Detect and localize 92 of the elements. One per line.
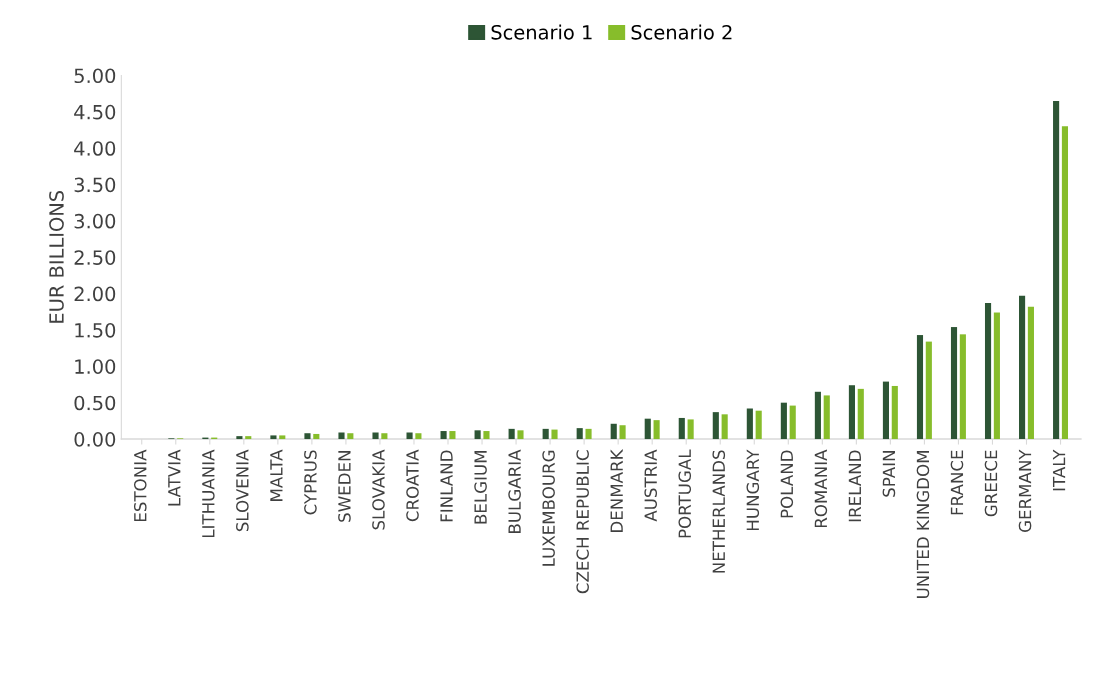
- x-tick-label: BULGARIA: [508, 449, 521, 533]
- bar: [483, 431, 490, 440]
- y-tick-label: 4.50: [74, 104, 116, 120]
- bar: [551, 429, 558, 440]
- y-tick-label: 2.00: [74, 286, 116, 302]
- x-tick-label: ROMANIA: [814, 449, 828, 528]
- bar: [585, 428, 592, 440]
- legend-label: Scenario 2: [631, 24, 732, 40]
- bar: [517, 430, 524, 440]
- bar: [916, 335, 924, 440]
- bar: [1019, 295, 1026, 440]
- bar: [1053, 100, 1060, 440]
- bar: [619, 425, 626, 440]
- x-tick-label: HUNGARY: [746, 449, 760, 531]
- bar: [848, 385, 855, 440]
- y-tick-label: 2.50: [74, 250, 116, 265]
- x-tick-label: IRELAND: [848, 450, 861, 522]
- bar: [882, 381, 890, 440]
- bar: [857, 388, 864, 440]
- x-tick-label: GERMANY: [1018, 449, 1032, 532]
- x-tick-label: UNITED KINGDOM: [916, 451, 930, 598]
- y-tick-label: 3.50: [74, 177, 116, 193]
- bar: [746, 408, 753, 440]
- x-tick-label: SPAIN: [882, 451, 896, 497]
- bar: [891, 385, 898, 440]
- bar: [780, 402, 787, 440]
- x-tick-label: ITALY: [1052, 449, 1066, 491]
- x-tick-label: CZECH REPUBLIC: [576, 450, 589, 594]
- x-tick-label: LATVIA: [168, 449, 181, 506]
- bar: [959, 334, 966, 440]
- bar: [415, 433, 422, 440]
- bar: [823, 395, 830, 440]
- bar: [313, 433, 320, 440]
- bar: [576, 428, 583, 440]
- y-tick-label: 1.00: [75, 359, 116, 374]
- x-tick-label: SWEDEN: [338, 451, 351, 522]
- bar: [814, 391, 821, 440]
- x-tick-label: LITHUANIA: [202, 449, 215, 538]
- y-tick-label: 4.00: [74, 141, 116, 156]
- x-tick-label: CYPRUS: [304, 450, 317, 515]
- bar: [610, 423, 617, 440]
- bar: [993, 312, 1000, 440]
- bar: [440, 431, 447, 440]
- bar: [644, 418, 651, 440]
- y-tick-label: 5.00: [74, 68, 116, 84]
- bar: [1027, 306, 1034, 440]
- x-tick-label: ESTONIA: [133, 449, 147, 522]
- x-tick-label: FINLAND: [440, 450, 453, 522]
- bar: [984, 303, 992, 440]
- bar: [347, 433, 354, 440]
- x-tick-label: NETHERLANDS: [712, 450, 726, 573]
- y-tick-label: 1.50: [75, 322, 116, 338]
- bar: [406, 432, 413, 440]
- x-tick-label: PORTUGAL: [678, 449, 692, 538]
- x-tick-label: BELGIUM: [474, 451, 487, 524]
- x-tick-label: GREECE: [984, 450, 998, 517]
- bar: [721, 414, 728, 440]
- bar: [372, 432, 379, 440]
- bar: [925, 341, 932, 440]
- bar: [950, 327, 958, 440]
- x-tick-label: POLAND: [780, 450, 794, 518]
- bar: [542, 428, 549, 440]
- bar: [1061, 126, 1069, 440]
- x-tick-label: CROATIA: [406, 449, 419, 522]
- bar: [712, 412, 719, 440]
- bar: [338, 432, 345, 440]
- y-tick-label: 0.50: [74, 395, 116, 411]
- bar: [236, 436, 243, 440]
- bar: [381, 433, 388, 440]
- bar: [270, 435, 277, 440]
- y-tick-label: 0.00: [74, 432, 116, 447]
- bar: [755, 410, 762, 440]
- bar: [508, 428, 515, 440]
- bar: [789, 405, 796, 440]
- x-tick-label: LUXEMBOURG: [542, 450, 555, 566]
- bar: [304, 433, 311, 440]
- bar: [474, 430, 481, 440]
- bar: [653, 420, 660, 440]
- y-axis-title: EUR BILLIONS: [49, 190, 64, 323]
- x-tick-label: SLOVENIA: [236, 449, 249, 532]
- legend-label: Scenario 1: [491, 24, 592, 40]
- bar: [678, 417, 685, 440]
- x-tick-label: FRANCE: [950, 450, 964, 515]
- bar: [449, 431, 456, 440]
- x-tick-label: AUSTRIA: [644, 449, 658, 522]
- bar: [245, 436, 252, 440]
- bar: [687, 419, 694, 440]
- x-tick-label: DENMARK: [610, 449, 623, 532]
- x-tick-label: MALTA: [270, 449, 283, 501]
- y-tick-label: 3.00: [74, 213, 116, 229]
- bar: [279, 435, 286, 440]
- x-tick-label: SLOVAKIA: [372, 449, 385, 530]
